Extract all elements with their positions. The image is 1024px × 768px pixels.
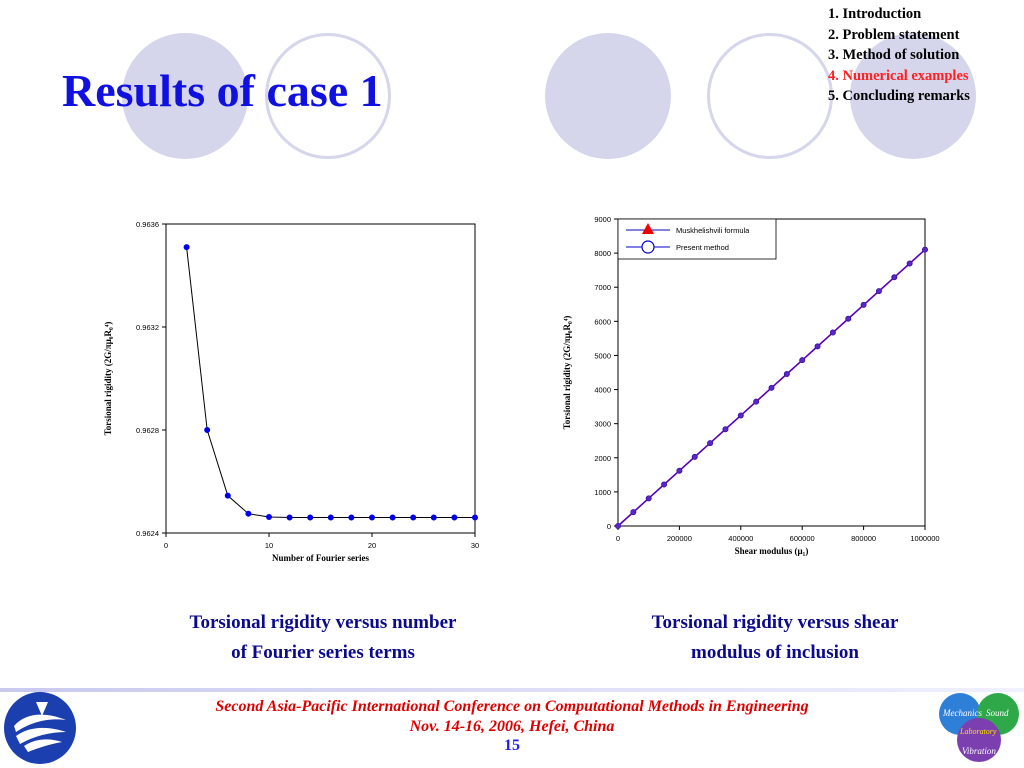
outline-item-problem-statement[interactable]: 2. Problem statement <box>828 26 960 43</box>
logo-word-sound: Sound <box>986 708 1009 718</box>
left-data-point <box>183 244 190 251</box>
caption-right: Torsional rigidity versus shear modulus … <box>605 608 945 668</box>
left-data-point <box>389 514 396 521</box>
left-data-point <box>410 514 417 521</box>
left-y-tick-label: 0.9636 <box>136 220 159 229</box>
left-plot-frame <box>165 223 476 534</box>
left-data-point <box>286 514 293 521</box>
left-data-point <box>265 514 272 521</box>
conference-name: Second Asia-Pacific International Confer… <box>215 698 809 715</box>
left-y-tick-label: 0.9632 <box>136 323 159 332</box>
left-y-axis-label: Torsional rigidity (2G/πμ₀R₀⁴) <box>103 322 113 436</box>
left-data-point <box>430 514 437 521</box>
outline-item-concluding-remarks[interactable]: 5. Concluding remarks <box>828 88 970 104</box>
decor-circle-2 <box>265 33 391 159</box>
outline-item-method-of-solution[interactable]: 3. Method of solution <box>828 47 960 63</box>
caption-right-line2: modulus of inclusion <box>691 642 859 663</box>
university-logo <box>4 692 76 764</box>
left-x-tick-label: 0 <box>164 541 168 550</box>
caption-left-line1: Torsional rigidity versus number <box>189 612 457 633</box>
left-y-tick-label: 0.9624 <box>136 529 159 538</box>
decor-circle-3 <box>545 33 671 159</box>
logo-word-vibration: Vibration <box>962 746 996 756</box>
left-data-point <box>327 514 334 521</box>
left-data-point <box>245 510 252 517</box>
logo-word-laboratory: Laboratory <box>959 727 997 736</box>
slide-title: Results of case 1 <box>62 65 383 116</box>
left-x-tick-label: 30 <box>471 541 479 550</box>
outline-list: 1. Introduction 2. Problem statement 3. … <box>828 4 970 107</box>
caption-left: Torsional rigidity versus number of Four… <box>153 608 493 668</box>
decor-circle-1 <box>122 33 248 159</box>
decor-circle-5 <box>850 33 976 159</box>
left-data-point <box>471 514 478 521</box>
left-x-axis-label: Number of Fourier series <box>272 553 369 563</box>
left-x-tick-label: 10 <box>265 541 273 550</box>
left-y-tick-label: 0.9628 <box>136 426 159 435</box>
left-data-point <box>368 514 375 521</box>
conference-place-date: Nov. 14-16, 2006, Hefei, China <box>409 718 615 735</box>
outline-item-introduction[interactable]: 1. Introduction <box>828 6 922 22</box>
decor-circle-4 <box>707 33 833 159</box>
msv-lab-logo: Mechanics Sound Laboratory Vibration <box>939 693 1019 762</box>
left-data-point <box>451 514 458 521</box>
left-data-point <box>224 492 231 499</box>
caption-right-line1: Torsional rigidity versus shear <box>651 612 899 633</box>
page-number: 15 <box>504 737 520 754</box>
left-data-point <box>348 514 355 521</box>
outline-item-numerical-examples[interactable]: 4. Numerical examples <box>828 67 969 84</box>
logo-word-mechanics: Mechanics <box>942 708 982 718</box>
caption-left-line2: of Fourier series terms <box>231 642 415 663</box>
footer: Second Asia-Pacific International Confer… <box>0 697 1024 755</box>
left-data-point <box>307 514 314 521</box>
footer-divider <box>0 688 1024 692</box>
left-data-point <box>204 426 211 433</box>
left-x-tick-label: 20 <box>368 541 376 550</box>
left-series-line-0 <box>186 247 475 519</box>
